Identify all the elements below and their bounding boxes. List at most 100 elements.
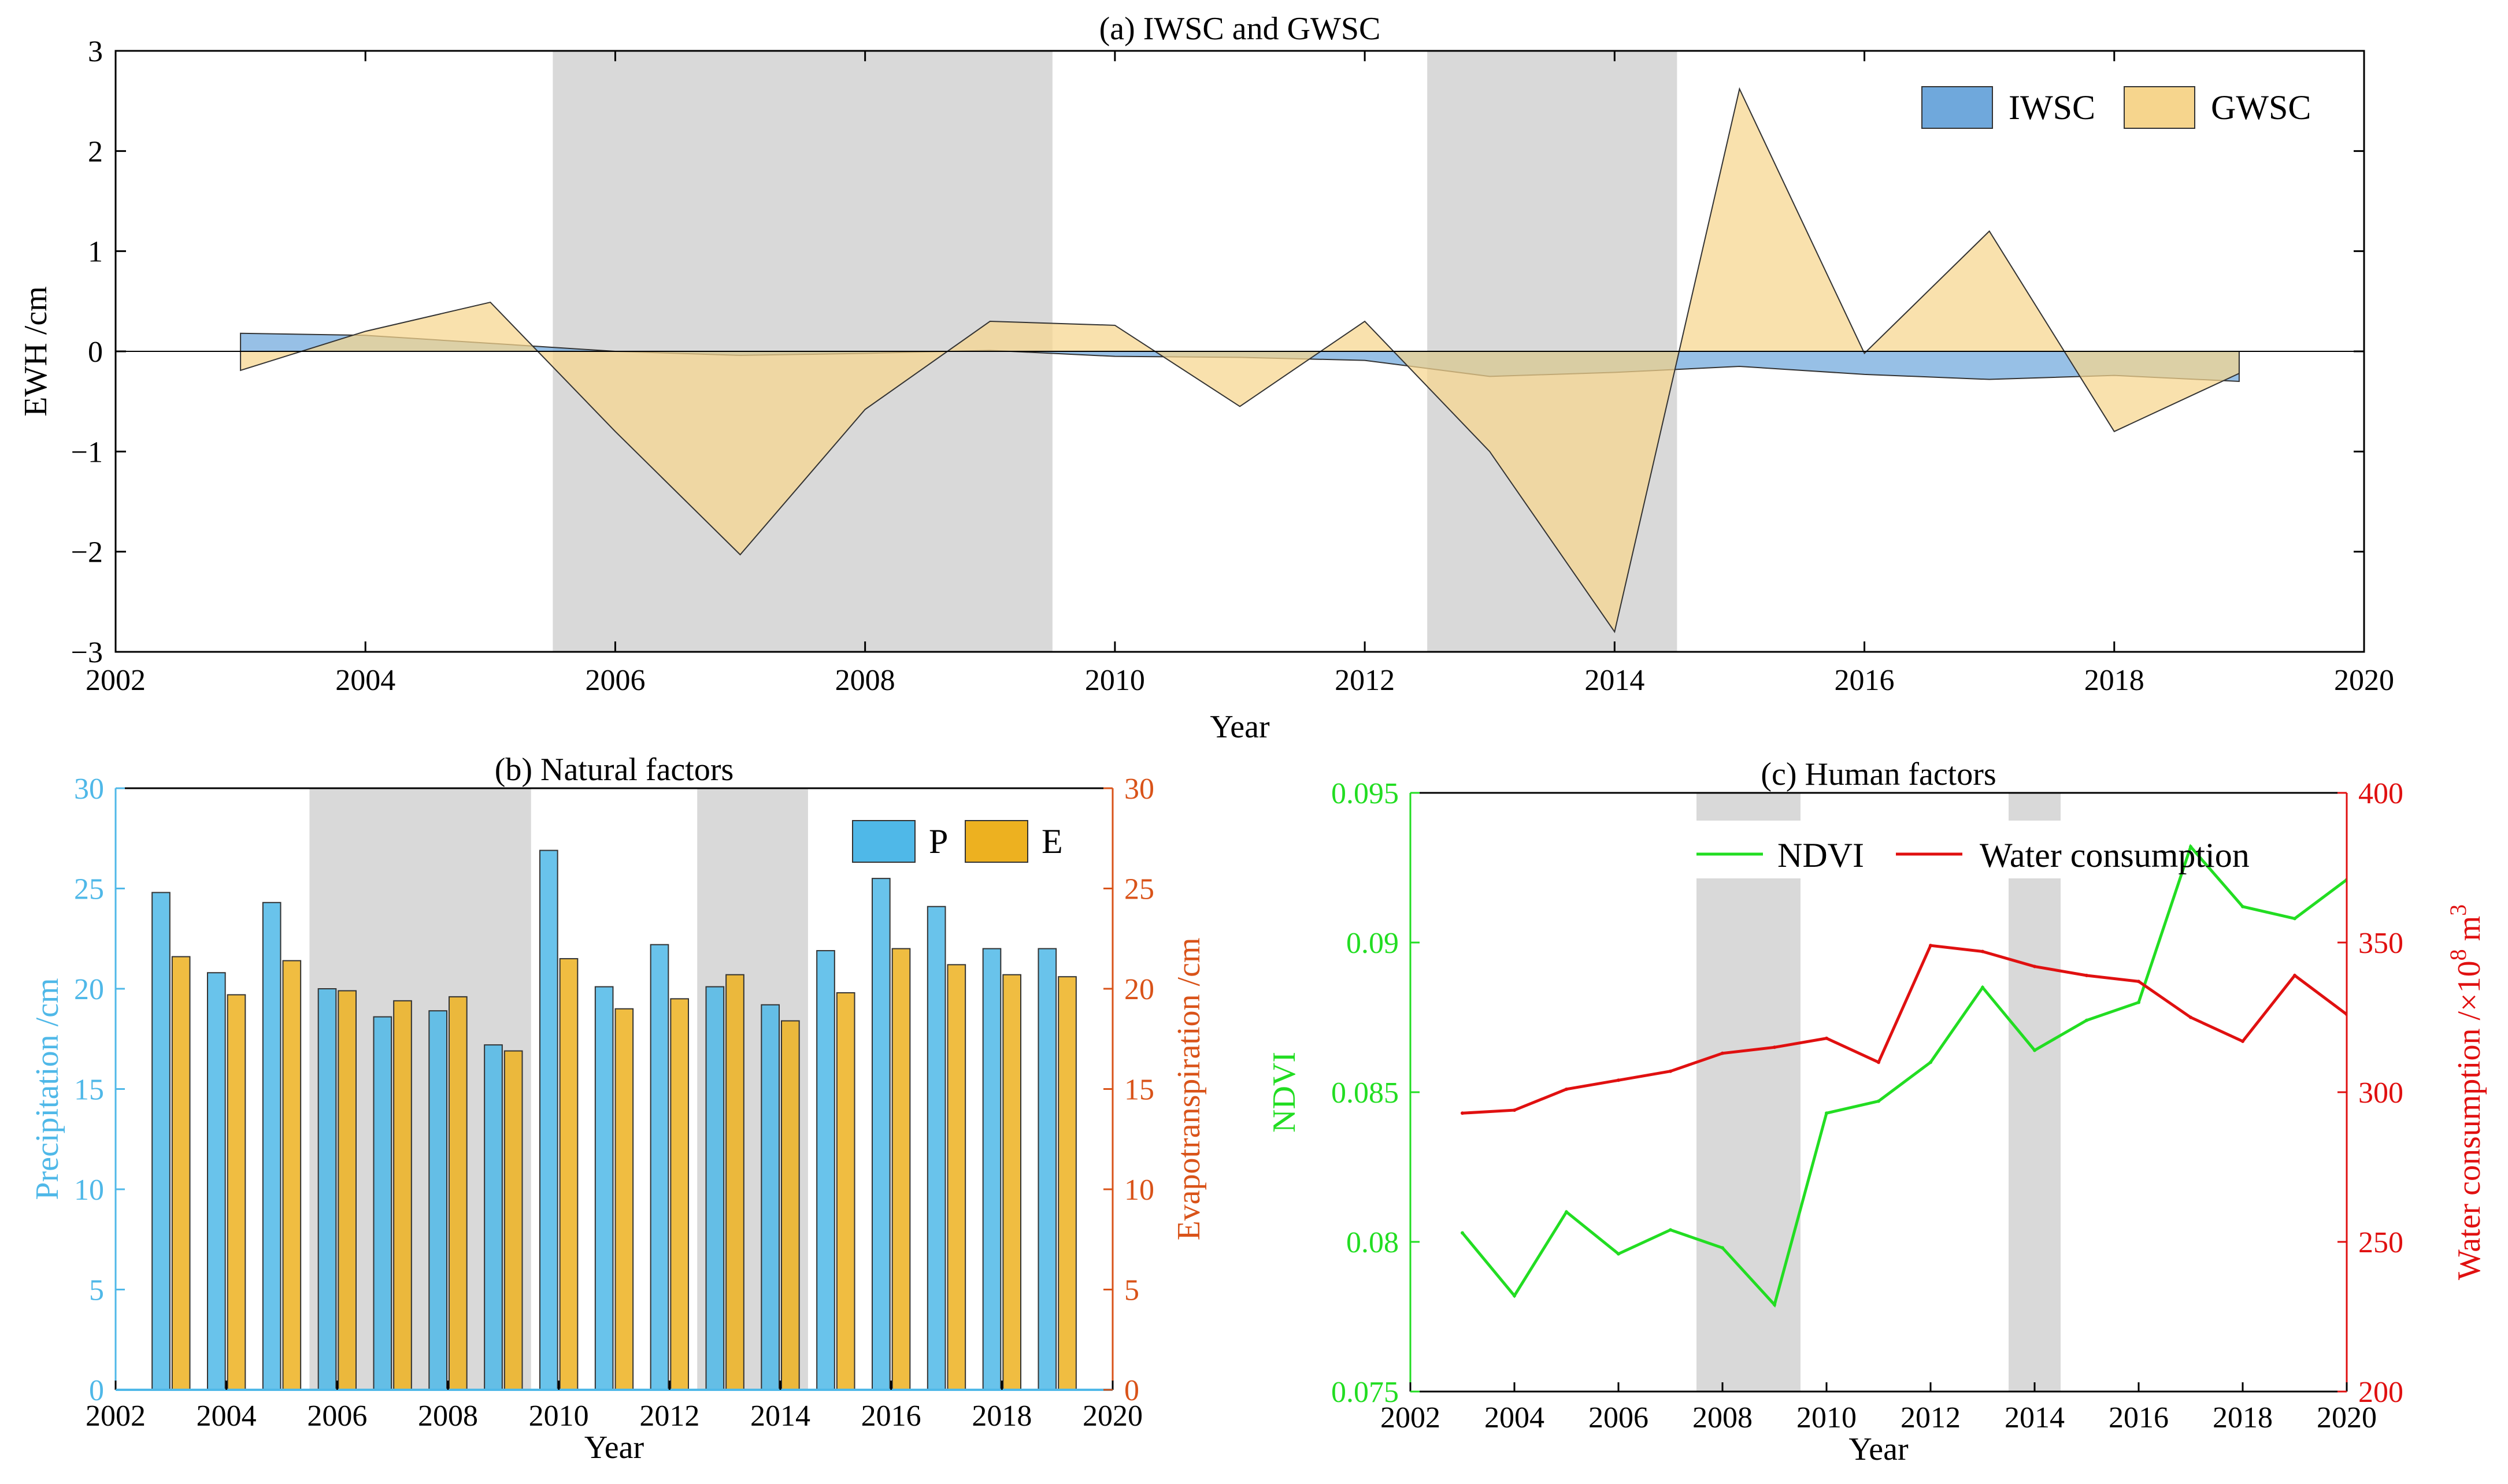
x-tick-label-a-2018: 2018	[2084, 664, 2144, 697]
point-ndvi-2010	[1825, 1111, 1828, 1115]
x-tick-label-a-2008: 2008	[835, 664, 895, 697]
bar-e-2003	[171, 956, 191, 1390]
x-tick-label-c-2020: 2020	[2317, 1401, 2377, 1434]
bar-p-2014	[761, 1004, 780, 1390]
point-gwsc-2013	[1488, 450, 1491, 452]
point-water-2013	[1981, 949, 1984, 954]
point-water-2019	[2293, 973, 2296, 977]
title-c: (c) Human factors	[1761, 756, 1996, 792]
y-tick-label-a-5: 2	[88, 135, 103, 168]
bar-p-2008	[428, 1010, 447, 1391]
point-gwsc-2005	[489, 301, 491, 303]
bar-e-2010	[559, 958, 579, 1390]
y-axis-label-b: Precipitation /cm	[29, 978, 65, 1200]
point-ndvi-2014	[2033, 1048, 2036, 1052]
bar-p-2012	[650, 944, 669, 1391]
point-water-2014	[2033, 964, 2036, 969]
legend-label-gwsc: GWSC	[2211, 88, 2311, 127]
point-ndvi-2015	[2085, 1018, 2088, 1022]
bar-e-2008	[449, 996, 468, 1390]
y-tick-label-c-4: 0.095	[1331, 777, 1399, 810]
x-tick-label-a-2004: 2004	[335, 664, 395, 697]
point-iwsc-2003	[239, 332, 242, 335]
point-water-2004	[1513, 1108, 1516, 1112]
x-tick-label-a-2006: 2006	[585, 664, 645, 697]
shaded-period-c-1	[1696, 793, 1801, 1392]
point-ndvi-2006	[1617, 1252, 1620, 1256]
bar-e-2018	[1002, 974, 1022, 1390]
legend-label-iwsc: IWSC	[2009, 88, 2095, 127]
y-tick-label-b-30: 30	[74, 773, 104, 806]
y2-tick-label-c-350: 350	[2358, 927, 2403, 960]
y-tick-label-c-2: 0.085	[1331, 1077, 1399, 1110]
point-iwsc-2019	[2238, 380, 2240, 383]
legend-swatch-e	[965, 820, 1028, 863]
bar-e-2011	[614, 1008, 634, 1390]
point-water-2005	[1565, 1087, 1568, 1091]
legend-label-p: P	[929, 822, 948, 860]
bar-e-2017	[947, 964, 966, 1390]
y-tick-label-a-1: −2	[71, 536, 103, 569]
point-gwsc-2018	[2113, 431, 2116, 433]
point-iwsc-2017	[1988, 379, 1991, 381]
x-tick-label-c-2016: 2016	[2109, 1401, 2169, 1434]
y-tick-label-b-5: 5	[89, 1274, 104, 1307]
bar-p-2017	[927, 906, 946, 1390]
point-gwsc-2015	[1738, 88, 1740, 90]
bar-e-2006	[338, 990, 357, 1390]
bar-p-2015	[816, 950, 835, 1390]
point-gwsc-2014	[1613, 630, 1616, 633]
y2-tick-label-b-20: 20	[1124, 973, 1154, 1006]
point-iwsc-2010	[1114, 355, 1116, 358]
point-water-2003	[1461, 1111, 1464, 1115]
y-tick-label-b-10: 10	[74, 1174, 104, 1207]
x-tick-label-c-2002: 2002	[1380, 1401, 1440, 1434]
bar-p-2007	[373, 1016, 392, 1390]
legend-swatch-iwsc	[1921, 86, 1993, 129]
point-water-2008	[1721, 1051, 1724, 1055]
point-gwsc-2003	[239, 369, 242, 372]
point-gwsc-2007	[739, 554, 742, 556]
panel-b-natural-factors: 2002 2004 2006 2008 2010 2012 2014 2016 2018 2020…	[29, 752, 1207, 1466]
y2-tick-label-c-300: 300	[2358, 1077, 2403, 1110]
title-a: (a) IWSC and GWSC	[1099, 11, 1381, 47]
point-ndvi-2016	[2137, 1000, 2140, 1004]
legend-label-water: Water consumption	[1980, 836, 2250, 874]
x-tick-label-c-2014: 2014	[2005, 1401, 2065, 1434]
point-gwsc-2019	[2238, 372, 2240, 374]
y2-tick-label-c-200: 200	[2358, 1376, 2403, 1409]
bar-e-2019	[1058, 976, 1077, 1391]
point-gwsc-2016	[1864, 352, 1866, 354]
point-gwsc-2017	[1988, 230, 1991, 232]
point-ndvi-2005	[1565, 1210, 1568, 1214]
y-tick-label-a-0: −3	[71, 636, 103, 669]
shaded-period-c-2	[2009, 793, 2061, 1392]
point-water-2010	[1825, 1036, 1828, 1040]
bar-e-2014	[781, 1020, 800, 1390]
y-tick-label-a-2: −1	[71, 436, 103, 469]
x-tick-label-b-2014: 2014	[750, 1400, 810, 1433]
x-tick-label-a-2010: 2010	[1085, 664, 1145, 697]
point-water-2011	[1877, 1060, 1880, 1064]
x-tick-label-b-2004: 2004	[197, 1400, 257, 1433]
x-tick-label-b-2018: 2018	[972, 1400, 1032, 1433]
x-tick-label-c-2006: 2006	[1588, 1401, 1648, 1434]
point-ndvi-2004	[1513, 1294, 1516, 1298]
point-water-2007	[1669, 1069, 1672, 1073]
bar-p-2006	[317, 988, 337, 1390]
x-tick-label-a-2014: 2014	[1584, 664, 1644, 697]
title-b: (b) Natural factors	[495, 752, 734, 788]
line-water-consumption	[1462, 944, 2347, 1115]
y2-tick-label-b-5: 5	[1124, 1274, 1139, 1307]
point-iwsc-2015	[1738, 365, 1740, 368]
point-ndvi-2017	[2189, 845, 2192, 849]
y-tick-label-a-4: 1	[88, 236, 103, 269]
y2-tick-label-c-400: 400	[2358, 777, 2403, 810]
bar-p-2019	[1038, 948, 1057, 1390]
y2-axis-label-unit: m	[2451, 916, 2487, 949]
y2-axis-label-b: Evapotranspiration /cm	[1171, 937, 1207, 1240]
y-tick-label-c-0: 0.075	[1331, 1376, 1399, 1409]
point-ndvi-2011	[1877, 1099, 1880, 1103]
point-ndvi-2012	[1929, 1060, 1932, 1064]
